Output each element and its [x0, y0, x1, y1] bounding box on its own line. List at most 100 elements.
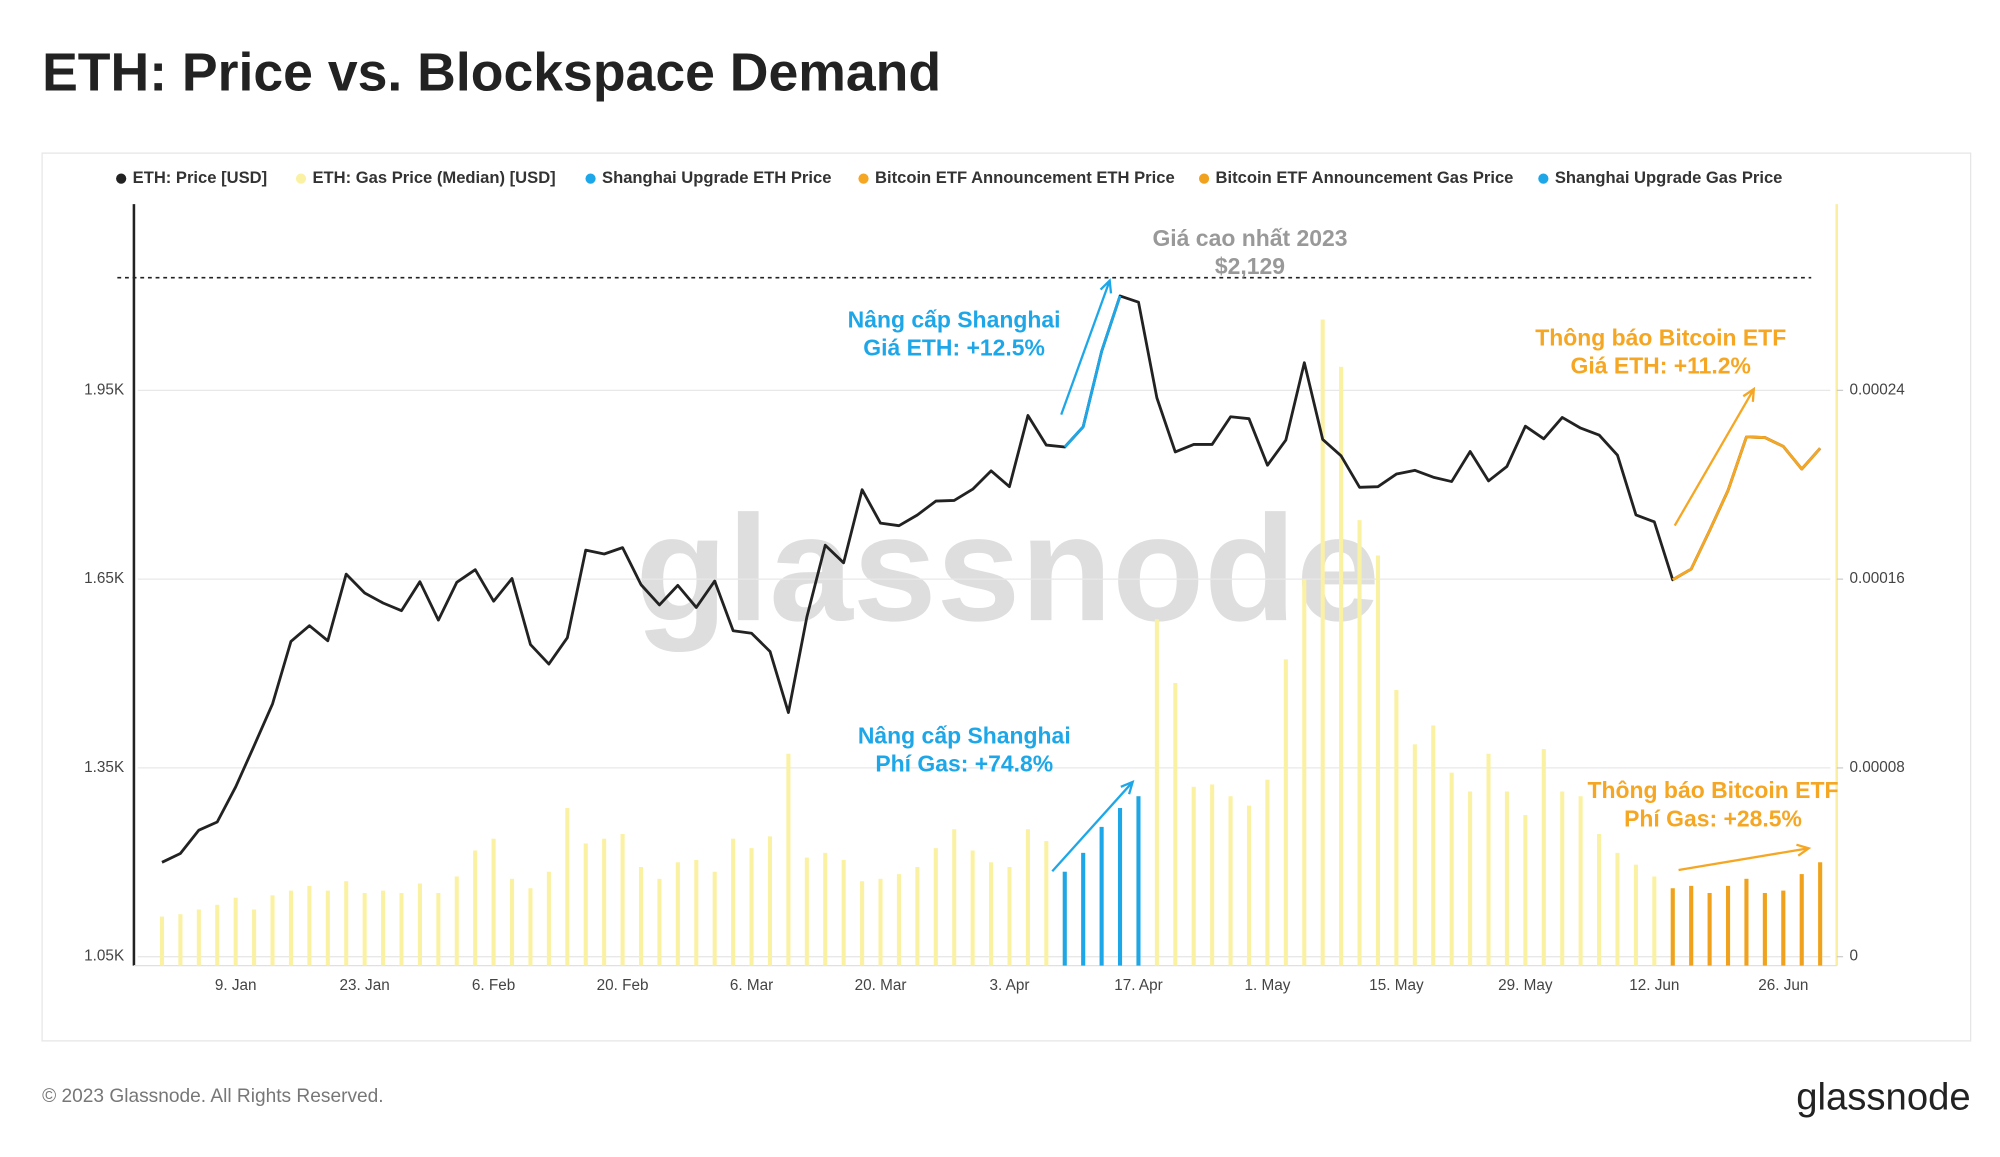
watermark: glassnode: [635, 484, 1379, 652]
gas-bar: [1412, 744, 1417, 966]
brand-logo: glassnode: [1796, 1076, 1970, 1119]
gas-bar: [1357, 520, 1362, 966]
gas-bar: [1246, 805, 1252, 966]
annotation-text: Thông báo Bitcoin ETF: [1588, 777, 1839, 803]
gas-bar: [399, 892, 404, 966]
chart-frame: [41, 152, 1972, 1042]
annotation-arrow: [1051, 781, 1134, 872]
gas-bar: [1136, 796, 1141, 966]
gas-bar: [823, 852, 828, 966]
price-line: [1063, 295, 1122, 448]
gas-bar: [1707, 892, 1712, 966]
gas-bar: [325, 890, 330, 966]
annotation-text: Phí Gas: +74.8%: [875, 750, 1053, 776]
gas-bar: [712, 871, 717, 966]
gas-bar: [749, 848, 754, 966]
x-tick-label: 17. Apr: [1114, 977, 1162, 994]
gas-bar: [1210, 784, 1215, 966]
gas-bar: [196, 909, 201, 966]
gas-bar: [841, 859, 846, 966]
gas-bar: [1449, 772, 1454, 966]
gas-bar: [786, 753, 791, 966]
gas-bar: [288, 890, 293, 966]
gas-bar: [804, 857, 809, 966]
gas-bar: [1615, 852, 1620, 966]
y-tick-label: 1.65K: [84, 570, 125, 587]
page-title: ETH: Price vs. Blockspace Demand: [42, 44, 941, 103]
x-tick-label: 3. Apr: [990, 977, 1030, 994]
gas-bar: [878, 878, 883, 966]
legend-label: Shanghai Upgrade Gas Price: [1555, 168, 1783, 187]
annotation-arrow: [1673, 388, 1755, 527]
legend-marker: [858, 173, 869, 184]
gas-bar: [1062, 871, 1067, 966]
reference-text: Giá cao nhất 2023: [1152, 225, 1347, 251]
gas-bar: [1431, 725, 1436, 966]
gas-bar: [657, 878, 662, 966]
gas-bar: [436, 892, 441, 966]
annotation-arrowhead: [1742, 386, 1756, 402]
footer: © 2023 Glassnode. All Rights Reserved.: [42, 1086, 384, 1107]
reference-label: $2,129: [1215, 253, 1285, 279]
gas-bar: [1799, 874, 1804, 966]
gas-bar: [510, 878, 515, 966]
gas-bar: [1781, 890, 1786, 966]
annotation-text: Thông báo Bitcoin ETF: [1535, 324, 1786, 350]
gas-bar: [1504, 791, 1509, 966]
gas-bar: [491, 838, 496, 966]
x-tick-label: 9. Jan: [215, 977, 257, 994]
gas-bar: [1320, 319, 1325, 966]
gas-bar: [454, 876, 459, 966]
gas-bar: [215, 904, 220, 966]
y-tick-label: 1.05K: [84, 948, 125, 965]
y-tick-label: 1.35K: [84, 759, 125, 776]
gas-bar: [952, 829, 957, 966]
gas-bar: [565, 808, 570, 966]
legend-label: Shanghai Upgrade ETH Price: [602, 168, 831, 187]
price-line: [161, 294, 1822, 864]
gas-bar: [1173, 682, 1178, 966]
gas-bar: [1486, 753, 1491, 966]
x-tick-label: 12. Jun: [1629, 977, 1679, 994]
gas-bar: [1154, 619, 1159, 966]
gas-bar: [1283, 659, 1288, 966]
gas-bar: [638, 867, 644, 966]
gas-bar: [602, 838, 607, 966]
gas-bar: [1578, 796, 1583, 966]
gas-bar: [1394, 690, 1399, 966]
gas-bar: [381, 890, 386, 966]
gas-bar: [1744, 878, 1749, 966]
legend-marker: [116, 173, 127, 184]
gas-bar: [1689, 885, 1694, 966]
gas-bar: [1228, 796, 1233, 966]
x-tick-label: 26. Jun: [1758, 977, 1808, 994]
gas-bar: [159, 916, 165, 966]
gas-bar: [1541, 749, 1546, 966]
annotation-arrowhead: [1796, 843, 1812, 857]
annotation-arrow: [1678, 847, 1809, 872]
gas-bar: [767, 836, 773, 966]
y2-tick-label: 0.00016: [1849, 570, 1904, 587]
annotation-arrowhead: [1099, 278, 1113, 294]
gas-bar: [970, 850, 975, 966]
gas-bar: [860, 881, 865, 966]
annotation-text: Nâng cấp Shanghai: [848, 307, 1061, 333]
gas-bar: [731, 838, 736, 966]
legend-label: Bitcoin ETF Announcement Gas Price: [1216, 168, 1514, 187]
gas-bar: [528, 888, 533, 966]
gas-bar: [1099, 826, 1104, 966]
gas-bar: [344, 881, 349, 966]
gas-bar: [307, 885, 312, 966]
gas-bar: [694, 859, 699, 966]
annotation-arrowhead: [1120, 779, 1135, 795]
x-tick-label: 1. May: [1244, 977, 1290, 994]
gas-bar: [1725, 885, 1731, 966]
price-line: [1672, 435, 1822, 581]
gas-bar: [252, 909, 257, 966]
annotation-text: Giá ETH: +11.2%: [1571, 352, 1751, 378]
annotation-text: Giá ETH: +12.5%: [863, 335, 1045, 361]
x-tick-label: 20. Feb: [597, 977, 649, 994]
gas-bar: [1560, 791, 1565, 966]
x-tick-label: 20. Mar: [855, 977, 907, 994]
